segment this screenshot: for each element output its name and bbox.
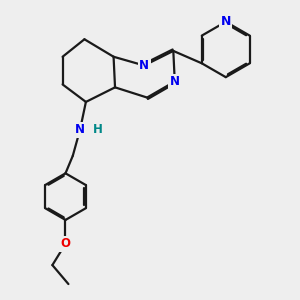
Text: N: N [75, 123, 85, 136]
Text: N: N [170, 75, 180, 88]
Text: N: N [139, 59, 149, 72]
Text: O: O [61, 237, 70, 250]
Text: H: H [93, 123, 103, 136]
Text: N: N [220, 15, 231, 28]
